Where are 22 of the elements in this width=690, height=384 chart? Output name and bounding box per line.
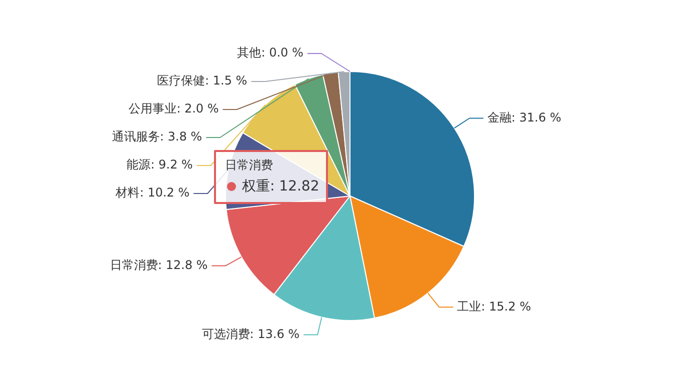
slice-label: 金融 — [487, 110, 512, 124]
data-label: : 2.0 % — [176, 102, 219, 116]
data-label: : 9.2 % — [150, 158, 193, 172]
text: 权重: 12.82 — [241, 178, 320, 195]
slice-label: 可选消费 — [202, 326, 250, 341]
slice-label: 医疗保健 — [157, 74, 206, 88]
data-label: : 10.2 % — [140, 186, 190, 200]
slice-label: 材料 — [114, 186, 140, 200]
category-label: 其他 — [237, 46, 262, 60]
slice-label: 通讯服务 — [112, 130, 160, 144]
data-label: : 31.6 % — [511, 110, 562, 124]
slice-label: 工业 — [457, 299, 482, 314]
data-label: : 15.2 % — [481, 299, 531, 314]
slice-label: 日常消费 — [110, 258, 158, 272]
data-label: : 12.8 % — [158, 258, 208, 272]
data-label: : 13.6 % — [250, 326, 300, 341]
slice-label: 能源 — [126, 158, 151, 172]
data-label: : 3.8 % — [160, 130, 202, 144]
text: 日常消费 — [225, 158, 273, 172]
data-label: : 1.5 % — [205, 74, 248, 88]
text: : 0.0 % — [261, 46, 304, 60]
slice-label: 公用事业 — [128, 102, 177, 116]
